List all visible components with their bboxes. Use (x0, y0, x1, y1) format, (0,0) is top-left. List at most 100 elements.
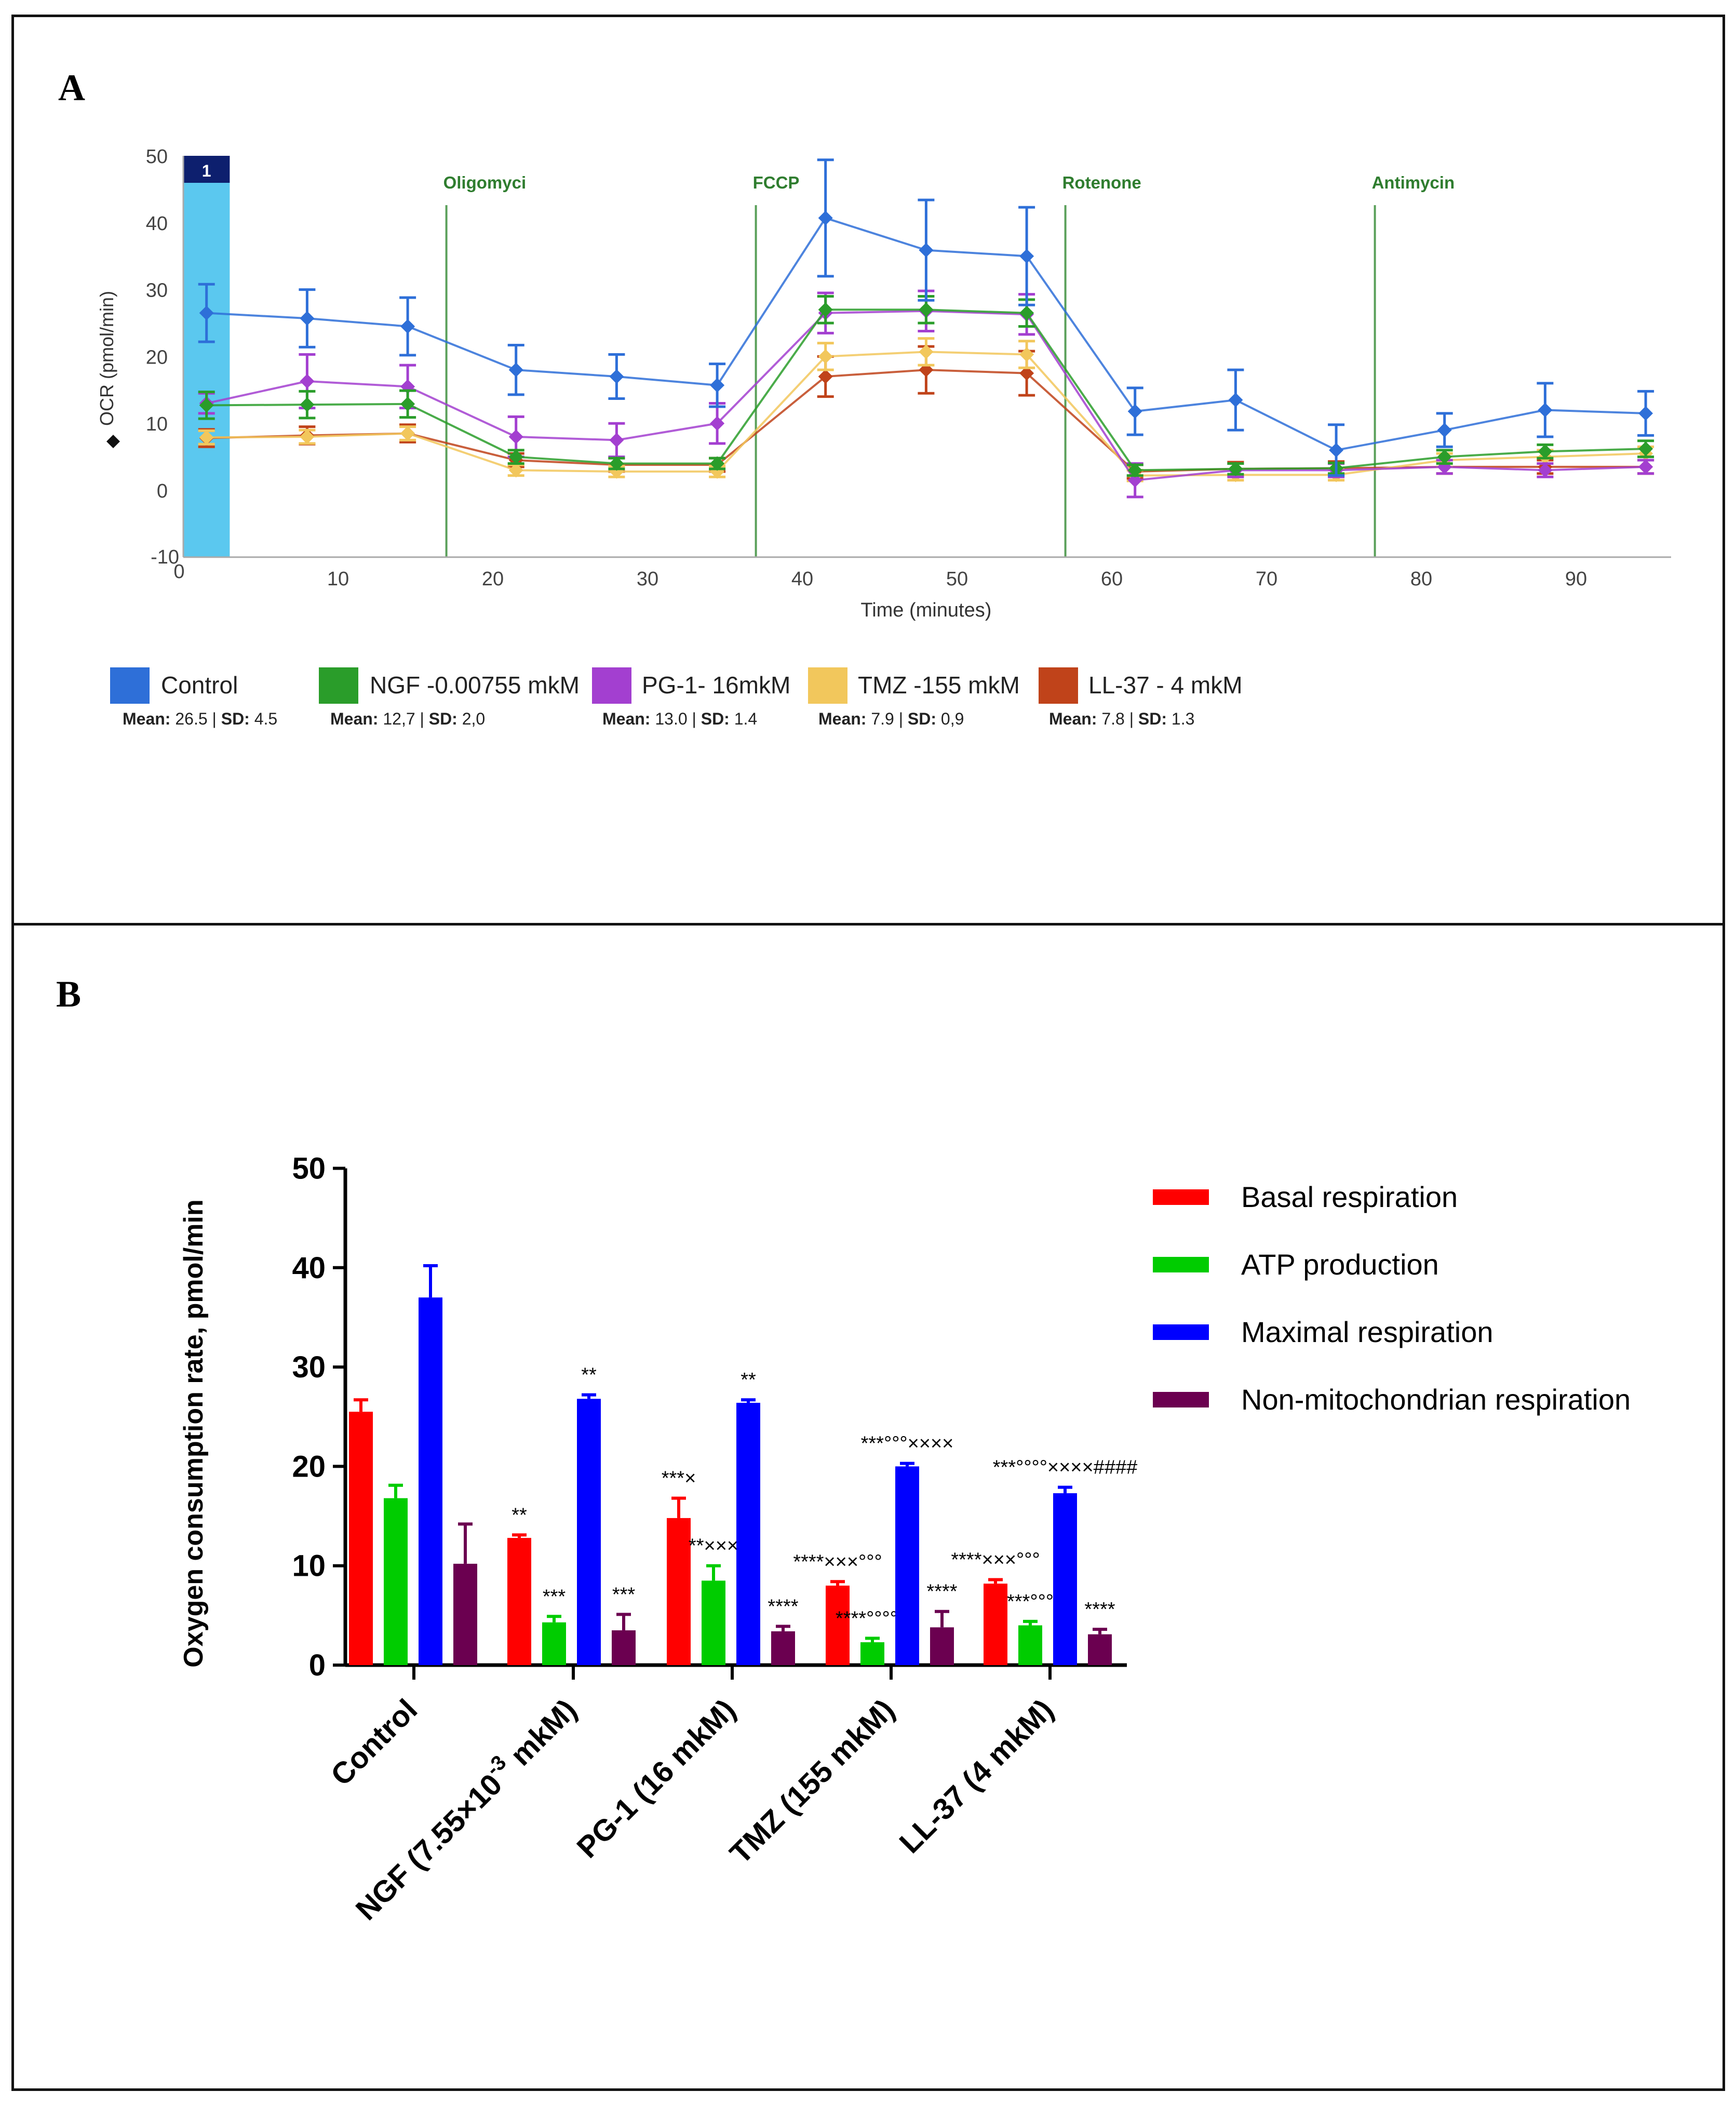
x-axis-title: Time (minutes) (860, 599, 991, 621)
bar-nonmito (1088, 1634, 1112, 1665)
legend-label-ngf: NGF -0.00755 mkM (370, 672, 580, 699)
bar-annotation-maximal: ***°°°°××××#### (993, 1457, 1137, 1479)
legend-label-maximal: Maximal respiration (1241, 1316, 1493, 1348)
y-tick-label: 40 (146, 213, 168, 235)
x-tick-label: TMZ (155 mkM) (723, 1693, 901, 1870)
data-point-ngf (1638, 441, 1653, 457)
x-tick-label: 90 (1565, 568, 1587, 590)
injection-label-3: Antimycin (1372, 173, 1455, 192)
data-point-pg1 (508, 429, 523, 444)
bar-annotation-basal: ***× (662, 1468, 696, 1490)
data-point-ngf (1127, 463, 1142, 478)
data-point-control (710, 378, 725, 393)
x-tick-label: 50 (946, 568, 968, 590)
legend-label-pg1: PG-1- 16mkM (642, 672, 791, 699)
legend-label-control: Control (161, 672, 238, 699)
y-tick-label: 40 (292, 1251, 326, 1285)
bar-maximal (577, 1399, 601, 1665)
data-point-tmz (1019, 347, 1034, 362)
bar-maximal (1053, 1493, 1077, 1665)
legend-stats-pg1: Mean: 13.0 | SD: 1.4 (602, 709, 758, 728)
bar-annotation-basal: ** (512, 1504, 527, 1526)
injection-label-1: FCCP (753, 173, 800, 192)
x-tick-label: 80 (1410, 568, 1432, 590)
data-point-tmz (400, 426, 415, 441)
legend-swatch-nonmito (1153, 1392, 1209, 1407)
data-point-control (1228, 393, 1243, 408)
bar-nonmito (771, 1631, 795, 1665)
bar-maximal (419, 1297, 442, 1665)
y-tick-label: 30 (292, 1350, 326, 1384)
x-tick-label-suffix: mkM) (498, 1693, 583, 1778)
data-point-control (1127, 404, 1142, 419)
y-tick-label: 20 (146, 346, 168, 368)
legend-label-atp: ATP production (1241, 1248, 1439, 1281)
data-point-ngf (710, 456, 725, 471)
data-point-control (1329, 443, 1344, 458)
panel-a-chart: 1 Oligomyci FCCP Rotenone Antimycin 50 40 30 20 1… (96, 146, 1671, 621)
bar-annotation-maximal: ** (581, 1364, 597, 1386)
legend-swatch-ngf (319, 667, 358, 704)
bar-nonmito (930, 1627, 954, 1665)
x-tick-label: 10 (327, 568, 349, 590)
data-point-control (508, 363, 523, 378)
data-point-ngf (1437, 449, 1452, 464)
panel-a-label: A (58, 67, 85, 109)
legend-label-nonmito: Non-mitochondrian respiration (1241, 1383, 1631, 1416)
bar-basal (984, 1584, 1007, 1665)
data-point-tmz (199, 430, 214, 445)
x-tick-label: 30 (637, 568, 658, 590)
data-point-tmz (919, 344, 934, 359)
y-tick-label-min: -10 (151, 546, 179, 568)
bar-annotation-basal: ****×××°°° (951, 1549, 1040, 1571)
y-tick-label: 50 (146, 146, 168, 168)
data-point-pg1 (710, 416, 725, 431)
legend-stats-tmz: Mean: 7.9 | SD: 0,9 (818, 709, 964, 728)
y-axis-title: Oxygen consumption rate, pmol/min (179, 1199, 209, 1667)
bar-basal (507, 1538, 531, 1665)
injection-box-label: 1 (202, 162, 211, 180)
data-point-ngf (919, 302, 934, 317)
panel-divider (11, 923, 1725, 926)
legend-stats-ngf: Mean: 12,7 | SD: 2,0 (330, 709, 486, 728)
data-point-ngf (400, 396, 415, 411)
injection-box-header (183, 156, 230, 183)
y-tick-label: 50 (292, 1152, 326, 1186)
y-axis-diamond-icon (106, 435, 120, 448)
bar-annotation-maximal: ***°°°×××× (861, 1433, 954, 1455)
data-point-ngf (508, 449, 523, 464)
legend-swatch-maximal (1153, 1324, 1209, 1340)
bar-atp (702, 1580, 725, 1665)
bar-maximal (895, 1466, 919, 1665)
data-point-control (1019, 249, 1034, 264)
data-point-ll37 (1019, 366, 1034, 381)
bar-annotation-atp: ***°°° (1007, 1591, 1054, 1613)
data-point-pg1 (300, 374, 315, 389)
bar-basal (349, 1412, 373, 1665)
x-tick-label: 20 (482, 568, 504, 590)
bar-atp (542, 1622, 566, 1665)
data-point-control (1638, 406, 1653, 421)
data-point-ngf (199, 398, 214, 413)
legend-stats-control: Mean: 26.5 | SD: 4.5 (123, 709, 278, 728)
data-point-tmz (508, 463, 523, 478)
data-point-control (609, 369, 624, 384)
data-point-pg1 (1538, 463, 1553, 478)
bar-atp (1018, 1625, 1042, 1665)
x-tick-label: 70 (1256, 568, 1277, 590)
bar-basal (826, 1585, 850, 1665)
legend-swatch-ll37 (1039, 667, 1078, 704)
bar-annotation-atp: *** (543, 1586, 566, 1607)
legend-swatch-control (110, 667, 150, 704)
bar-maximal (736, 1402, 760, 1665)
bar-basal (667, 1518, 691, 1665)
bar-annotation-nonmito: **** (768, 1595, 798, 1617)
y-tick-label: 0 (157, 480, 168, 502)
y-tick-label: 10 (146, 413, 168, 435)
x-tick-label: PG-1 (16 mkM) (570, 1693, 742, 1865)
legend-stats-ll37: Mean: 7.8 | SD: 1.3 (1049, 709, 1195, 728)
legend-label-ll37: LL-37 - 4 mkM (1088, 672, 1243, 699)
data-point-control (300, 311, 315, 326)
bar-annotation-maximal: ** (741, 1369, 756, 1391)
bar-annotation-nonmito: **** (1084, 1599, 1115, 1620)
